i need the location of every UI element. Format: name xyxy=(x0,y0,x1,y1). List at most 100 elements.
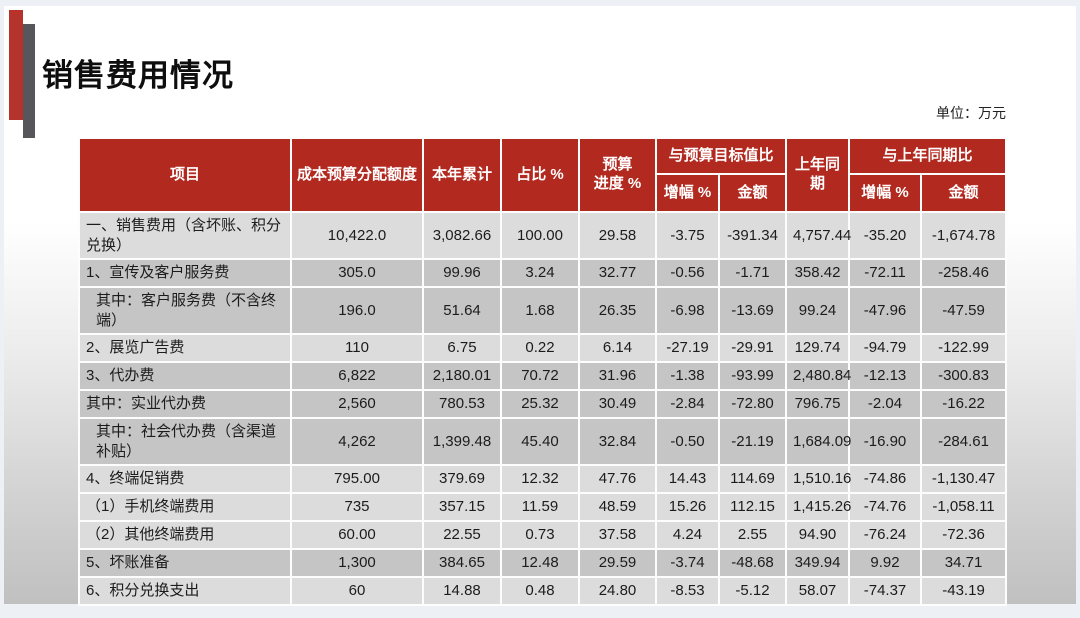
value-cell: 30.49 xyxy=(578,389,657,419)
value-cell: 379.69 xyxy=(422,464,502,494)
value-cell: 14.88 xyxy=(422,576,502,606)
value-cell: -0.56 xyxy=(655,258,720,288)
value-cell: 26.35 xyxy=(578,286,657,335)
header-vs-budget-amount: 金额 xyxy=(717,173,788,213)
value-cell: -35.20 xyxy=(848,211,923,260)
value-cell: 1.68 xyxy=(500,286,580,335)
value-cell: 51.64 xyxy=(422,286,502,335)
value-cell: 47.76 xyxy=(578,464,657,494)
value-cell: 1,684.09 xyxy=(785,417,851,466)
value-cell: -1.38 xyxy=(655,361,720,391)
value-cell: -1.71 xyxy=(717,258,788,288)
value-cell: 70.72 xyxy=(500,361,580,391)
value-cell: -5.12 xyxy=(717,576,788,606)
value-cell: 60.00 xyxy=(290,520,424,550)
row-label: 5、坏账准备 xyxy=(78,548,292,578)
value-cell: -12.13 xyxy=(848,361,923,391)
value-cell: 15.26 xyxy=(655,492,720,522)
value-cell: -47.96 xyxy=(848,286,923,335)
table-row: （2）其他终端费用 60.00 22.55 0.73 37.58 4.24 2.55 94.9… xyxy=(78,520,1008,550)
value-cell: 110 xyxy=(290,333,424,363)
value-cell: 6,822 xyxy=(290,361,424,391)
value-cell: -47.59 xyxy=(920,286,1008,335)
table-header: 项目 成本预算分配额度 本年累计 占比 % 预算 进度 % 与预算目标值比 上年… xyxy=(78,137,1008,213)
value-cell: -16.22 xyxy=(920,389,1008,419)
value-cell: -3.74 xyxy=(655,548,720,578)
value-cell: -122.99 xyxy=(920,333,1008,363)
value-cell: 4.24 xyxy=(655,520,720,550)
value-cell: 1,415.26 xyxy=(785,492,851,522)
value-cell: -93.99 xyxy=(717,361,788,391)
table-row: 其中：客户服务费（不含终端） 196.0 51.64 1.68 26.35 -6.98 -1… xyxy=(78,286,1008,335)
value-cell: 3,082.66 xyxy=(422,211,502,260)
value-cell: -43.19 xyxy=(920,576,1008,606)
value-cell: -74.86 xyxy=(848,464,923,494)
value-cell: -48.68 xyxy=(717,548,788,578)
header-vs-last-year-growth: 增幅 % xyxy=(848,173,923,213)
value-cell: -74.76 xyxy=(848,492,923,522)
row-label: （2）其他终端费用 xyxy=(78,520,292,550)
value-cell: 0.48 xyxy=(500,576,580,606)
row-label: （1）手机终端费用 xyxy=(78,492,292,522)
table-row: 4、终端促销费 795.00 379.69 12.32 47.76 14.43 114.69… xyxy=(78,464,1008,494)
header-item: 项目 xyxy=(78,137,292,213)
value-cell: -258.46 xyxy=(920,258,1008,288)
row-label: 4、终端促销费 xyxy=(78,464,292,494)
row-label: 一、销售费用（含坏账、积分兑换） xyxy=(78,211,292,260)
row-label: 2、展览广告费 xyxy=(78,333,292,363)
table-row: 2、展览广告费 110 6.75 0.22 6.14 -27.19 -29.91 129.74… xyxy=(78,333,1008,363)
value-cell: 29.58 xyxy=(578,211,657,260)
header-share-pct: 占比 % xyxy=(500,137,580,213)
value-cell: 4,757.44 xyxy=(785,211,851,260)
table-row: 其中：实业代办费 2,560 780.53 25.32 30.49 -2.84 -72.80… xyxy=(78,389,1008,419)
value-cell: 14.43 xyxy=(655,464,720,494)
value-cell: -74.37 xyxy=(848,576,923,606)
value-cell: 114.69 xyxy=(717,464,788,494)
value-cell: 112.15 xyxy=(717,492,788,522)
title-accent-gray-bar xyxy=(23,24,35,138)
value-cell: 48.59 xyxy=(578,492,657,522)
value-cell: 358.42 xyxy=(785,258,851,288)
value-cell: 796.75 xyxy=(785,389,851,419)
table-row: 5、坏账准备 1,300 384.65 12.48 29.59 -3.74 -48.68 34… xyxy=(78,548,1008,578)
sales-expense-table: 项目 成本预算分配额度 本年累计 占比 % 预算 进度 % 与预算目标值比 上年… xyxy=(78,137,1008,606)
value-cell: 24.80 xyxy=(578,576,657,606)
value-cell: 32.84 xyxy=(578,417,657,466)
table-row: 其中：社会代办费（含渠道补贴） 4,262 1,399.48 45.40 32.84 -0… xyxy=(78,417,1008,466)
expense-table-body: 一、销售费用（含坏账、积分兑换） 10,422.0 3,082.66 100.00 29… xyxy=(78,211,1008,606)
value-cell: -72.11 xyxy=(848,258,923,288)
value-cell: -3.75 xyxy=(655,211,720,260)
value-cell: 2,560 xyxy=(290,389,424,419)
row-label: 其中：客户服务费（不含终端） xyxy=(78,286,292,335)
value-cell: -27.19 xyxy=(655,333,720,363)
row-label: 其中：社会代办费（含渠道补贴） xyxy=(78,417,292,466)
value-cell: 58.07 xyxy=(785,576,851,606)
table-row: 一、销售费用（含坏账、积分兑换） 10,422.0 3,082.66 100.00 29… xyxy=(78,211,1008,260)
value-cell: 25.32 xyxy=(500,389,580,419)
table-row: 1、宣传及客户服务费 305.0 99.96 3.24 32.77 -0.56 -1.71 3… xyxy=(78,258,1008,288)
value-cell: -1,058.11 xyxy=(920,492,1008,522)
value-cell: 0.73 xyxy=(500,520,580,550)
value-cell: 735 xyxy=(290,492,424,522)
value-cell: 60 xyxy=(290,576,424,606)
value-cell: 1,510.16 xyxy=(785,464,851,494)
value-cell: 1,300 xyxy=(290,548,424,578)
value-cell: -72.36 xyxy=(920,520,1008,550)
value-cell: -21.19 xyxy=(717,417,788,466)
header-budget-progress: 预算 进度 % xyxy=(578,137,657,213)
value-cell: 12.32 xyxy=(500,464,580,494)
value-cell: 37.58 xyxy=(578,520,657,550)
value-cell: 45.40 xyxy=(500,417,580,466)
value-cell: 9.92 xyxy=(848,548,923,578)
value-cell: 4,262 xyxy=(290,417,424,466)
value-cell: 11.59 xyxy=(500,492,580,522)
value-cell: 29.59 xyxy=(578,548,657,578)
value-cell: 31.96 xyxy=(578,361,657,391)
value-cell: 196.0 xyxy=(290,286,424,335)
value-cell: 100.00 xyxy=(500,211,580,260)
value-cell: -0.50 xyxy=(655,417,720,466)
value-cell: 2,480.84 xyxy=(785,361,851,391)
table-row: 6、积分兑换支出 60 14.88 0.48 24.80 -8.53 -5.12 58.07-… xyxy=(78,576,1008,606)
table-row: （1）手机终端费用 735 357.15 11.59 48.59 15.26 112.15 1… xyxy=(78,492,1008,522)
value-cell: -94.79 xyxy=(848,333,923,363)
